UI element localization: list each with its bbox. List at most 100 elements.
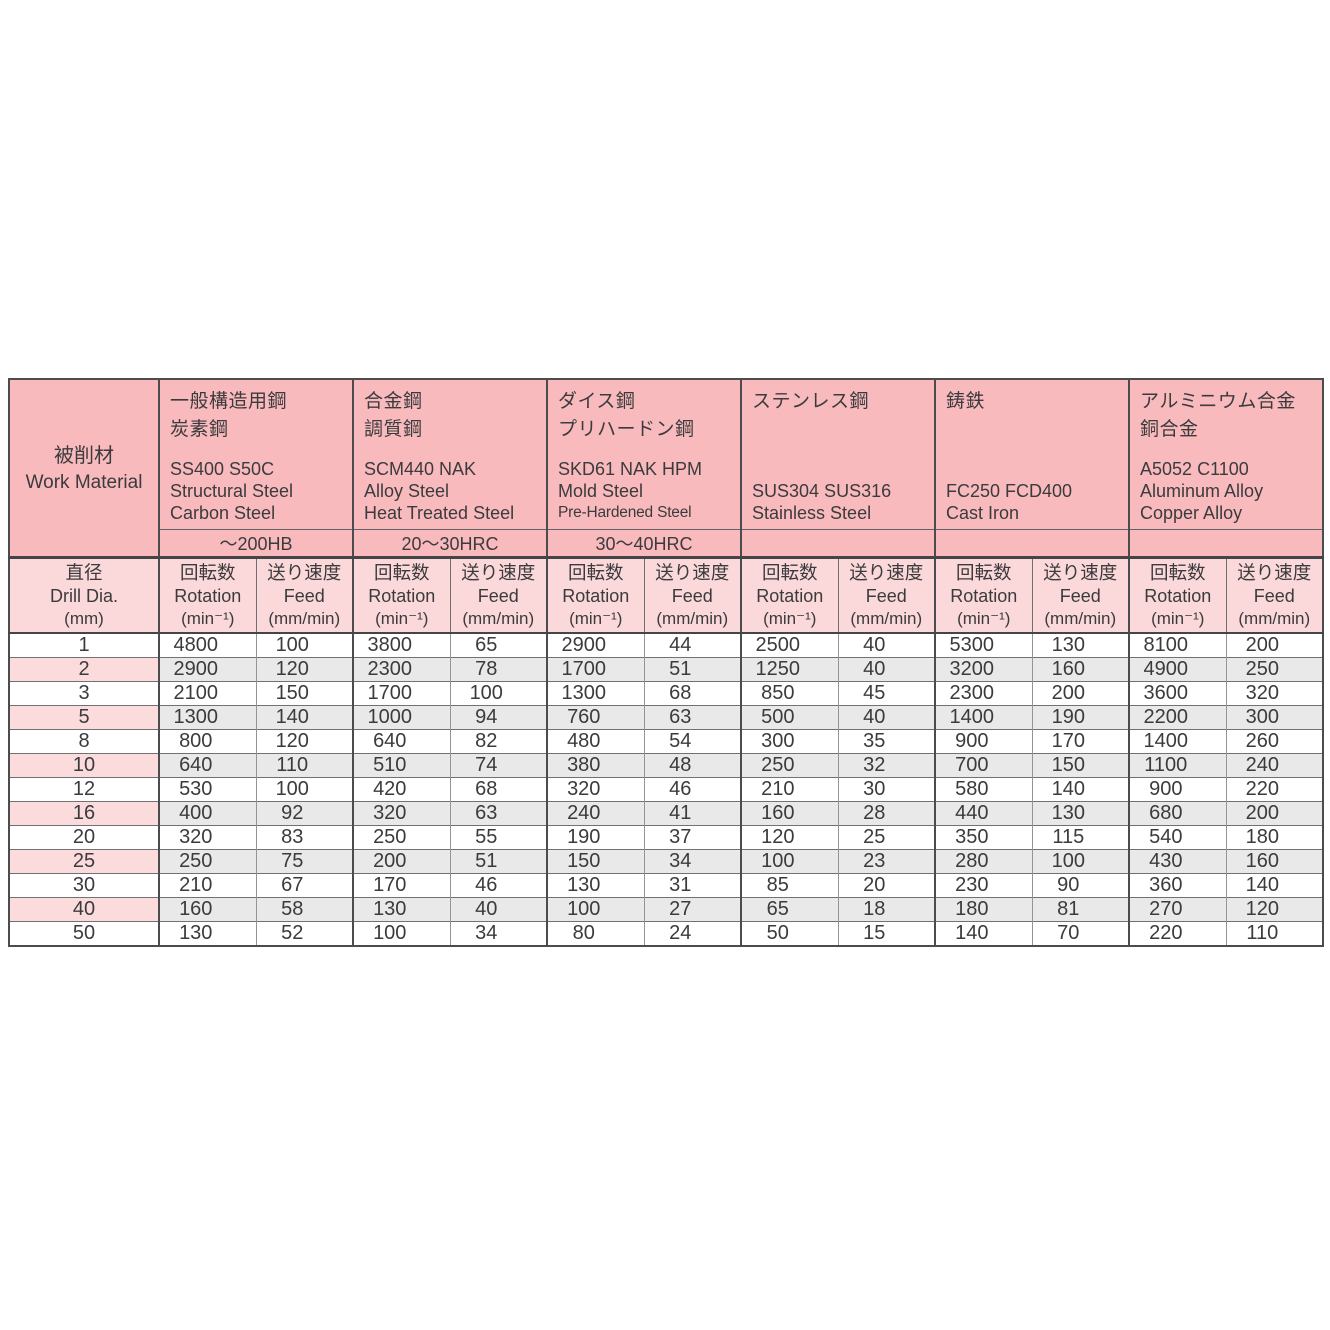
feed-cell: 28 [837, 801, 936, 826]
material-name-ja: 一般構造用鋼 [170, 391, 288, 412]
feed-cell: 190 [1031, 705, 1130, 730]
rotation-cell: 100 [352, 921, 450, 946]
feed-cell: 150 [255, 681, 353, 706]
rotation-cell: 400 [158, 801, 256, 826]
feed-cell: 30 [837, 777, 936, 802]
rotation-cell: 250 [740, 753, 839, 778]
rotation-cell: 280 [934, 849, 1033, 874]
table-row: 40 160 58 130 40 100 27 65 18 180 81 270 120 [9, 897, 1324, 922]
rotation-cell: 2200 [1128, 705, 1227, 730]
feed-cell: 65 [449, 632, 547, 658]
rotation-cell: 850 [740, 681, 839, 706]
rotation-cell: 190 [546, 825, 644, 850]
table-row: 20 320 83 250 55 190 37 120 25 350 115 540 180 [9, 825, 1324, 850]
drill-dia-cell: 25 [9, 849, 159, 874]
feed-cell: 100 [255, 777, 353, 802]
feed-cell: 160 [1031, 657, 1130, 682]
table-row: 10 640 110 510 74 380 48 250 32 700 150 1100 240 [9, 753, 1324, 778]
feed-cell: 100 [255, 632, 353, 658]
rotation-cell: 2500 [740, 632, 839, 658]
rotation-cell: 320 [546, 777, 644, 802]
material-name-ja: 鋳鉄 [946, 391, 986, 412]
feed-cell: 100 [449, 681, 547, 706]
drill-dia-cell: 16 [9, 801, 159, 826]
rotation-cell: 1700 [352, 681, 450, 706]
feed-cell: 35 [837, 729, 936, 754]
rotation-cell: 420 [352, 777, 450, 802]
rotation-cell: 510 [352, 753, 450, 778]
feed-cell: 68 [643, 681, 742, 706]
rotation-cell: 500 [740, 705, 839, 730]
rotation-cell: 480 [546, 729, 644, 754]
drill-dia-cell: 8 [9, 729, 159, 754]
feed-cell: 40 [837, 657, 936, 682]
table-row: 16 400 92 320 63 240 41 160 28 440 130 680 200 [9, 801, 1324, 826]
material-group-header-row: 被削材 Work Material 一般構造用鋼 炭素鋼 SS400 S50C … [8, 379, 1324, 559]
rotation-cell: 320 [352, 801, 450, 826]
rotation-cell: 680 [1128, 801, 1227, 826]
rotation-cell: 100 [546, 897, 644, 922]
hardness-cell: 20～30HRC [352, 529, 547, 559]
rotation-cell: 440 [934, 801, 1033, 826]
rotation-cell: 210 [158, 873, 256, 898]
feed-cell: 120 [255, 729, 353, 754]
rotation-cell: 320 [158, 825, 256, 850]
rotation-cell: 360 [1128, 873, 1227, 898]
feed-cell: 24 [643, 921, 742, 946]
feed-cell: 120 [1225, 897, 1324, 922]
rotation-cell: 210 [740, 777, 839, 802]
table-row: 1 4800 100 3800 65 2900 44 2500 40 5300 130 8100 200 [9, 632, 1324, 658]
rotation-cell: 900 [1128, 777, 1227, 802]
feed-header: 送り速度 Feed (mm/min) [255, 557, 353, 634]
material-group-stainless-steel: ステンレス鋼 SUS304 SUS316 Stainless Steel [740, 379, 936, 530]
table-row: 8 800 120 640 82 480 54 300 35 900 170 1400 260 [9, 729, 1324, 754]
rotation-cell: 2900 [158, 657, 256, 682]
feed-cell: 130 [1031, 632, 1130, 658]
table-row: 12 530 100 420 68 320 46 210 30 580 140 900 220 [9, 777, 1324, 802]
material-codes: SS400 S50C Structural Steel Carbon Steel [170, 459, 294, 523]
feed-header: 送り速度 Feed (mm/min) [1225, 557, 1324, 634]
material-codes: A5052 C1100 Aluminum Alloy Copper Alloy [1140, 459, 1264, 523]
rotation-cell: 380 [546, 753, 644, 778]
material-group-aluminum-copper: アルミニウム合金 銅合金 A5052 C1100 Aluminum Alloy … [1128, 379, 1324, 530]
drill-dia-cell: 12 [9, 777, 159, 802]
material-name-ja2: プリハードン鋼 [558, 419, 695, 440]
rotation-header: 回転数 Rotation (min⁻¹) [546, 557, 644, 634]
drill-dia-cell: 5 [9, 705, 159, 730]
rotation-cell: 900 [934, 729, 1033, 754]
feed-cell: 67 [255, 873, 353, 898]
table-row: 30 210 67 170 46 130 31 85 20 230 90 360 140 [9, 873, 1324, 898]
feed-cell: 18 [837, 897, 936, 922]
rotation-header: 回転数 Rotation (min⁻¹) [934, 557, 1033, 634]
rotation-cell: 1250 [740, 657, 839, 682]
feed-cell: 44 [643, 632, 742, 658]
material-name-ja: ダイス鋼 [558, 391, 636, 412]
feed-cell: 34 [449, 921, 547, 946]
drill-dia-cell: 30 [9, 873, 159, 898]
feed-cell: 320 [1225, 681, 1324, 706]
rotation-cell: 760 [546, 705, 644, 730]
feed-cell: 51 [449, 849, 547, 874]
feed-cell: 200 [1225, 801, 1324, 826]
material-codes: SCM440 NAK Alloy Steel Heat Treated Stee… [364, 459, 515, 523]
drill-dia-cell: 3 [9, 681, 159, 706]
rotation-cell: 4900 [1128, 657, 1227, 682]
material-name-ja: アルミニウム合金 [1140, 391, 1296, 412]
feed-cell: 46 [643, 777, 742, 802]
material-group-structural-steel: 一般構造用鋼 炭素鋼 SS400 S50C Structural Steel C… [158, 379, 353, 530]
rotation-cell: 1400 [1128, 729, 1227, 754]
drill-dia-cell: 1 [9, 632, 159, 658]
feed-cell: 82 [449, 729, 547, 754]
rotation-cell: 640 [158, 753, 256, 778]
speed-table-body: 1 4800 100 3800 65 2900 44 2500 40 5300 130 8100 200… [9, 632, 1324, 946]
machining-conditions-table: 被削材 Work Material 一般構造用鋼 炭素鋼 SS400 S50C … [8, 378, 1325, 947]
hardness-row: ～200HB 20～30HRC 30～40HRC [9, 529, 1324, 559]
feed-cell: 78 [449, 657, 547, 682]
rotation-cell: 120 [740, 825, 839, 850]
material-group-alloy-steel: 合金鋼 調質鋼 SCM440 NAK Alloy Steel Heat Trea… [352, 379, 547, 530]
column-header-row: 直径 Drill Dia. (mm) 回転数 Rotation (min⁻¹) … [8, 557, 1324, 634]
feed-cell: 45 [837, 681, 936, 706]
rotation-cell: 430 [1128, 849, 1227, 874]
feed-cell: 180 [1225, 825, 1324, 850]
rotation-header: 回転数 Rotation (min⁻¹) [740, 557, 839, 634]
